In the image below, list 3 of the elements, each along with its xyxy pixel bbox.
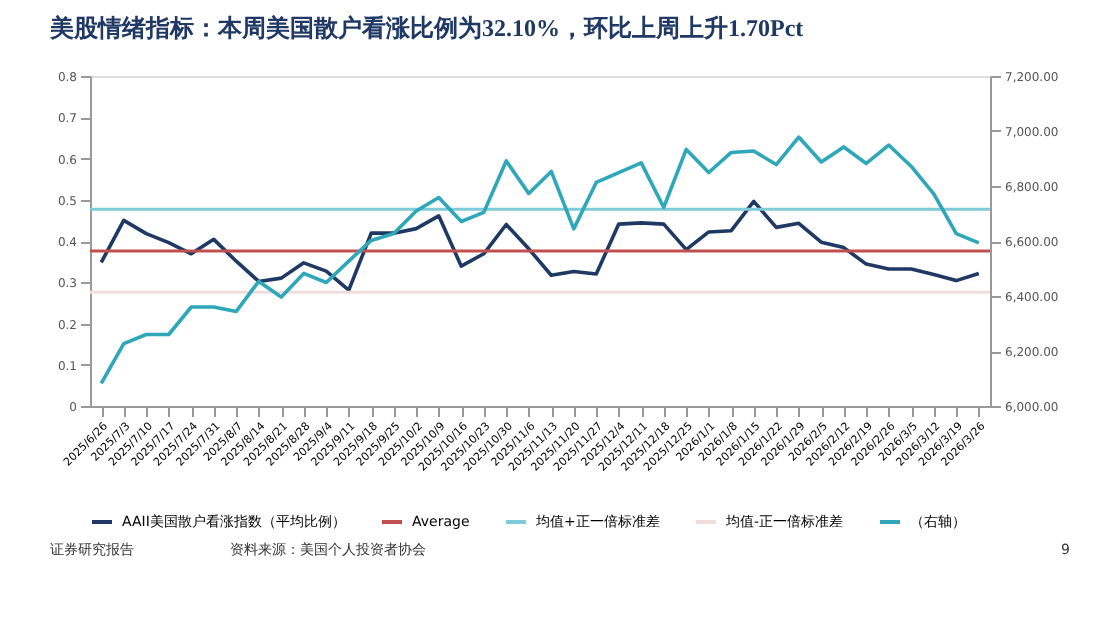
chart-title: 美股情绪指标：本周美国散户看涨比例为32.10%，环比上周上升1.70Pct xyxy=(48,14,804,42)
line-series xyxy=(99,135,981,386)
line-series xyxy=(99,199,981,292)
